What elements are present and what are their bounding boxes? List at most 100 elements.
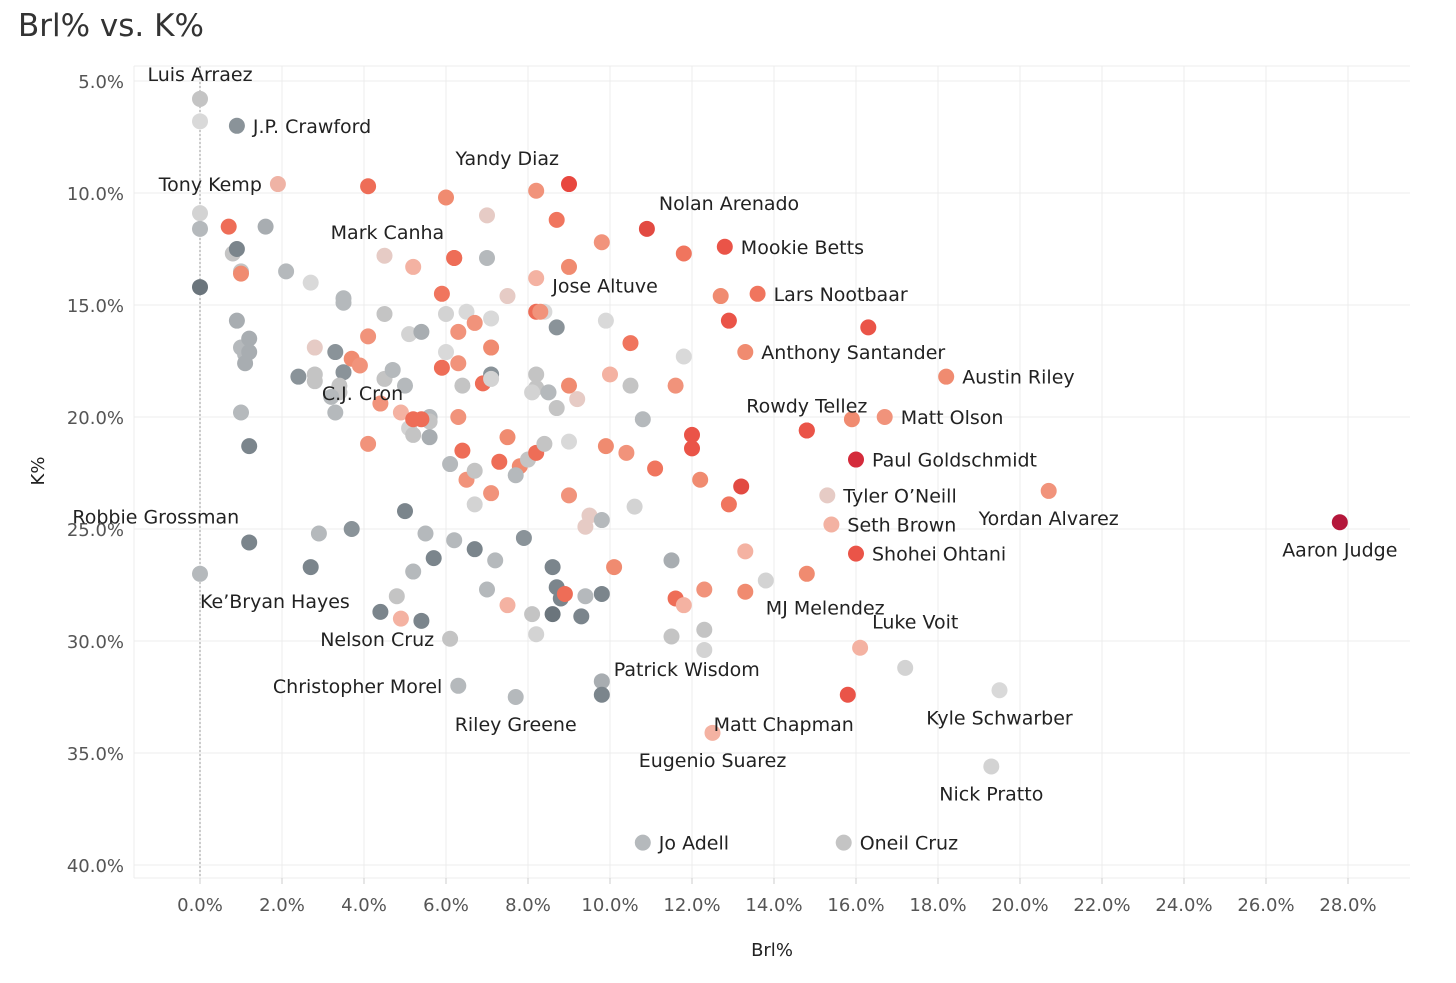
- data-point: [323, 388, 340, 405]
- point-label: Luis Arraez: [147, 64, 252, 86]
- data-point: [351, 357, 368, 374]
- point-label: Jo Adell: [658, 833, 729, 855]
- data-point: [192, 565, 208, 582]
- data-point: [696, 641, 713, 658]
- data-point: [544, 606, 561, 623]
- data-point: [1040, 482, 1057, 499]
- data-point: [626, 498, 643, 515]
- y-tick-label: 5.0%: [78, 72, 124, 93]
- data-point: [228, 117, 245, 134]
- data-point: [843, 411, 860, 428]
- data-point: [269, 176, 286, 193]
- data-point: [622, 335, 639, 352]
- data-point: [401, 326, 418, 343]
- data-point: [241, 330, 258, 347]
- point-label: MJ Melendez: [766, 598, 885, 620]
- data-point: [450, 409, 467, 425]
- data-point: [692, 471, 709, 488]
- data-point: [852, 639, 869, 656]
- data-point: [507, 689, 524, 705]
- point-label: Eugenio Suarez: [639, 750, 787, 772]
- chart-title: Brl% vs. K%: [18, 8, 204, 44]
- data-point: [577, 588, 594, 605]
- data-point: [483, 310, 500, 327]
- point-label: Nelson Cruz: [320, 629, 434, 651]
- x-tick-label: 28.0%: [1319, 895, 1376, 916]
- data-point: [1331, 514, 1348, 531]
- data-point: [388, 588, 405, 605]
- data-point: [561, 433, 577, 450]
- data-point: [675, 245, 692, 262]
- data-point: [384, 361, 401, 378]
- x-tick-label: 2.0%: [259, 895, 305, 916]
- data-point: [372, 603, 389, 620]
- grid-lines: [133, 65, 1410, 879]
- data-point: [561, 176, 577, 193]
- data-point: [720, 496, 737, 513]
- data-point: [327, 344, 344, 361]
- x-tick-label: 22.0%: [1073, 895, 1130, 916]
- point-label: Nolan Arenado: [659, 193, 799, 215]
- data-point: [991, 682, 1008, 699]
- data-point: [257, 218, 274, 235]
- data-point: [438, 344, 454, 361]
- data-point: [376, 305, 393, 322]
- data-point: [597, 312, 614, 329]
- data-point: [306, 339, 323, 356]
- data-point: [466, 496, 483, 513]
- data-point: [405, 411, 422, 428]
- data-point: [757, 572, 774, 589]
- x-tick-label: 0.0%: [177, 895, 223, 916]
- data-point: [548, 211, 565, 228]
- data-point: [405, 563, 422, 580]
- data-point: [237, 355, 254, 372]
- data-point: [192, 220, 208, 237]
- data-point: [618, 444, 635, 461]
- data-point: [372, 395, 389, 412]
- data-point: [647, 460, 664, 477]
- data-point: [737, 583, 754, 600]
- point-label: Riley Greene: [455, 714, 577, 736]
- point-label: Seth Brown: [847, 515, 956, 537]
- data-point: [593, 512, 610, 529]
- axes: 0.0% 2.0% 4.0% 6.0% 8.0% 10.0% 12.0% 14.0% 16.0%…: [67, 72, 1377, 916]
- data-point: [675, 348, 692, 365]
- data-point: [278, 263, 295, 280]
- point-label: Rowdy Tellez: [746, 395, 867, 417]
- y-tick-label: 25.0%: [67, 520, 124, 541]
- data-point: [192, 279, 208, 296]
- data-point: [466, 541, 483, 558]
- point-label: Matt Olson: [901, 407, 1004, 429]
- data-point: [532, 303, 549, 320]
- data-point: [228, 241, 245, 257]
- data-point: [220, 218, 237, 235]
- data-point: [413, 612, 430, 629]
- data-point: [704, 724, 721, 741]
- data-point: [442, 630, 459, 647]
- point-label: Matt Chapman: [714, 714, 854, 736]
- data-point: [335, 364, 352, 381]
- data-point: [634, 411, 651, 428]
- data-point: [483, 485, 500, 502]
- x-tick-label: 24.0%: [1155, 895, 1212, 916]
- data-point: [696, 581, 713, 598]
- y-tick-label: 30.0%: [67, 632, 124, 653]
- point-label: Christopher Morel: [273, 676, 442, 698]
- data-point: [622, 377, 639, 394]
- data-point: [606, 559, 623, 576]
- data-point: [458, 303, 475, 320]
- data-point: [737, 344, 754, 361]
- data-point: [360, 435, 377, 452]
- x-tick-label: 26.0%: [1237, 895, 1294, 916]
- data-point: [433, 359, 450, 376]
- data-point: [528, 366, 545, 383]
- data-point: [483, 339, 500, 356]
- data-point: [499, 597, 516, 614]
- data-point: [397, 503, 413, 520]
- point-label: Yordan Alvarez: [978, 508, 1119, 530]
- data-point: [360, 328, 377, 345]
- point-label: Luke Voit: [872, 612, 958, 634]
- point-label: Lars Nootbaar: [774, 284, 908, 306]
- data-point: [343, 521, 360, 537]
- point-label: J.P. Crawford: [252, 116, 371, 138]
